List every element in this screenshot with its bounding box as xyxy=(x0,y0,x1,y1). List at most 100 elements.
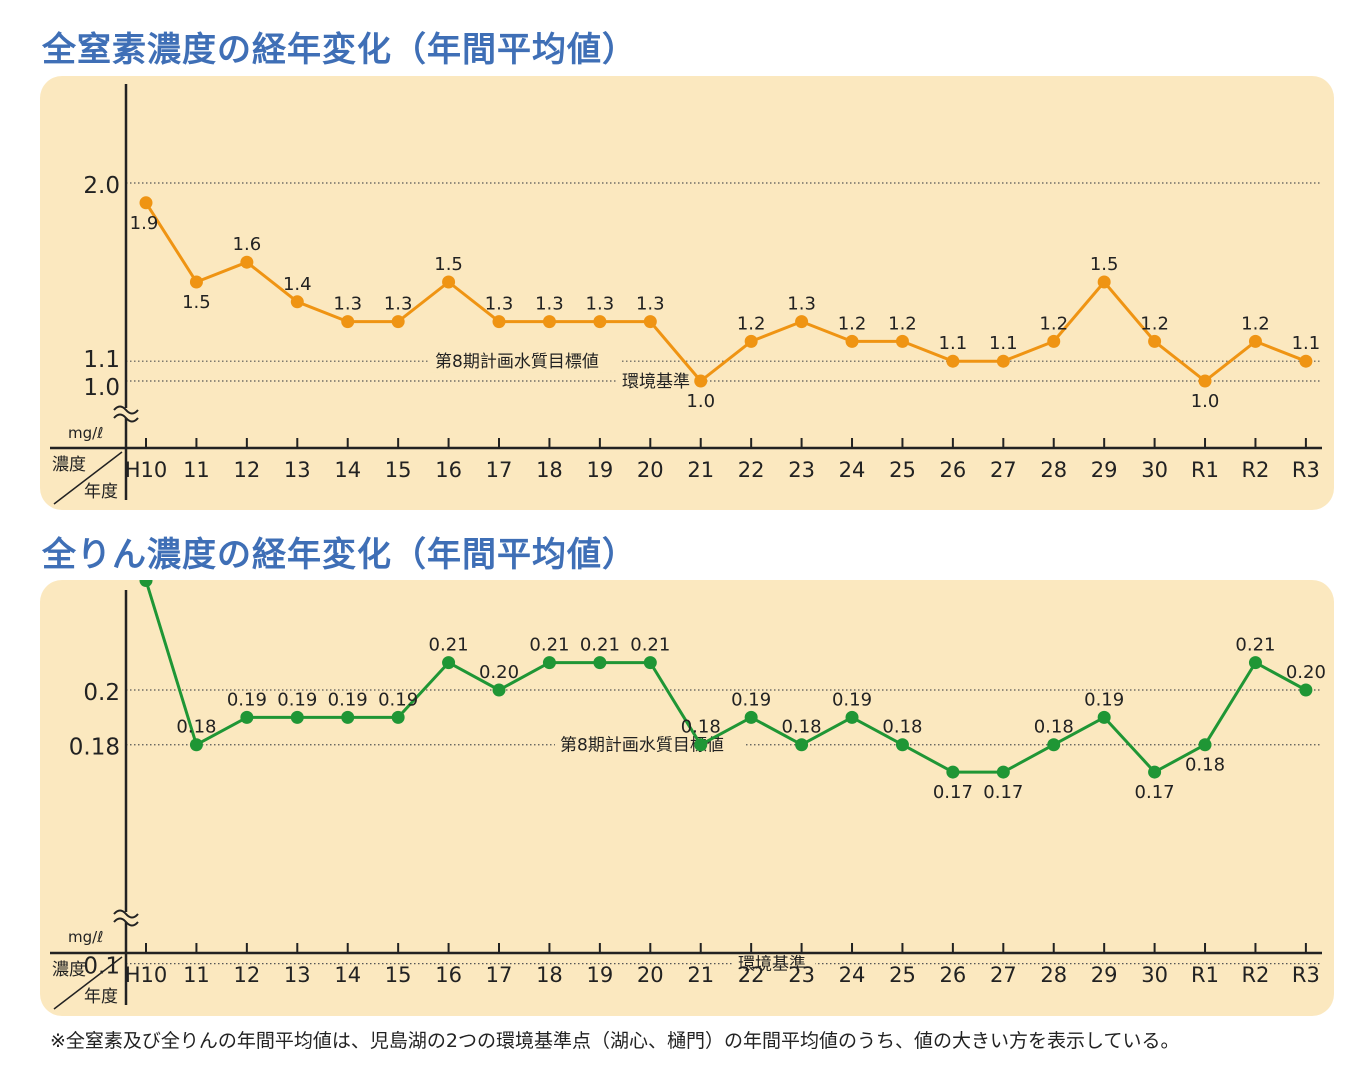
phosphorus-data-point xyxy=(240,710,254,724)
nitrogen-data-label: 1.5 xyxy=(182,292,211,313)
phosphorus-data-point xyxy=(290,710,304,724)
nitrogen-axis-break-gap xyxy=(112,408,140,418)
phosphorus-reference-label: 第8期計画水質目標値 xyxy=(560,736,724,756)
nitrogen-data-label: 1.5 xyxy=(1090,254,1119,275)
phosphorus-data-label: 0.17 xyxy=(933,782,973,803)
nitrogen-data-point xyxy=(593,315,607,329)
nitrogen-axis-break-mark xyxy=(113,405,139,415)
phosphorus-x-tick-label: 12 xyxy=(233,963,260,987)
nitrogen-x-tick-label: 14 xyxy=(334,458,361,482)
nitrogen-data-label: 1.3 xyxy=(485,294,514,315)
nitrogen-data-point xyxy=(542,315,556,329)
nitrogen-x-tick-label: 26 xyxy=(940,458,967,482)
phosphorus-data-point xyxy=(1148,765,1162,779)
phosphorus-data-point xyxy=(1047,738,1061,752)
phosphorus-data-label: 0.21 xyxy=(1235,635,1275,656)
nitrogen-y-tick-label: 1.0 xyxy=(83,375,120,401)
nitrogen-data-label: 1.3 xyxy=(535,294,564,315)
phosphorus-data-label: 0.18 xyxy=(1185,755,1225,776)
nitrogen-data-label: 1.0 xyxy=(1191,391,1220,412)
phosphorus-data-point xyxy=(341,710,355,724)
phosphorus-data-label: 0.20 xyxy=(479,662,519,683)
phosphorus-data-point xyxy=(542,656,556,670)
nitrogen-x-tick-label: R2 xyxy=(1241,458,1269,482)
phosphorus-data-label: 0.17 xyxy=(983,782,1023,803)
phosphorus-data-label: 0.21 xyxy=(429,635,469,656)
nitrogen-x-tick-label: R1 xyxy=(1191,458,1219,482)
nitrogen-data-label: 1.3 xyxy=(333,294,362,315)
phosphorus-x-tick-label: 27 xyxy=(990,963,1017,987)
nitrogen-unit-label: mg/ℓ xyxy=(68,424,103,442)
nitrogen-x-tick-label: 28 xyxy=(1040,458,1067,482)
phosphorus-x-tick-label: 14 xyxy=(334,963,361,987)
nitrogen-data-point xyxy=(1148,334,1162,348)
phosphorus-data-label: 0.17 xyxy=(1135,782,1175,803)
phosphorus-axis-break-mark xyxy=(113,917,139,927)
phosphorus-data-point xyxy=(1248,656,1262,670)
phosphorus-y-tick-label: 0.18 xyxy=(69,735,120,761)
phosphorus-x-tick-label: 24 xyxy=(839,963,866,987)
nitrogen-data-point xyxy=(442,275,456,289)
nitrogen-data-point xyxy=(139,196,153,210)
phosphorus-data-point xyxy=(1198,738,1212,752)
nitrogen-data-label: 1.2 xyxy=(1039,313,1068,334)
phosphorus-x-tick-label: H10 xyxy=(125,963,168,987)
nitrogen-x-tick-label: 20 xyxy=(637,458,664,482)
nitrogen-data-point xyxy=(845,334,859,348)
phosphorus-unit-label: mg/ℓ xyxy=(68,928,103,946)
nitrogen-x-tick-label: 13 xyxy=(284,458,311,482)
nitrogen-data-label: 1.3 xyxy=(384,294,413,315)
nitrogen-data-point xyxy=(1097,275,1111,289)
nitrogen-data-label: 1.2 xyxy=(838,313,867,334)
phosphorus-series-line xyxy=(144,580,1307,774)
footnote: ※全窒素及び全りんの年間平均値は、児島湖の2つの環境基準点（湖心、樋門）の年間平… xyxy=(50,1030,1180,1052)
nitrogen-data-point xyxy=(694,374,708,388)
nitrogen-x-tick-label: 22 xyxy=(738,458,765,482)
nitrogen-data-point xyxy=(1299,354,1313,368)
nitrogen-chart-title: 全窒素濃度の経年変化（年間平均値） xyxy=(42,30,637,70)
nitrogen-x-tick-label: 27 xyxy=(990,458,1017,482)
nitrogen-data-label: 1.6 xyxy=(233,234,262,255)
phosphorus-data-point xyxy=(795,738,809,752)
nitrogen-data-label: 1.3 xyxy=(636,294,665,315)
nitrogen-data-label: 1.9 xyxy=(130,213,159,234)
nitrogen-data-point xyxy=(492,315,506,329)
nitrogen-x-tick-label: 30 xyxy=(1141,458,1168,482)
nitrogen-data-label: 1.0 xyxy=(686,391,715,412)
phosphorus-x-tick-label: 13 xyxy=(284,963,311,987)
nitrogen-data-label: 1.3 xyxy=(586,294,615,315)
phosphorus-concentration-label: 濃度 xyxy=(52,960,86,980)
nitrogen-data-label: 1.1 xyxy=(939,333,968,354)
phosphorus-data-point xyxy=(1299,683,1313,697)
phosphorus-data-point xyxy=(442,656,456,670)
nitrogen-data-point xyxy=(643,315,657,329)
nitrogen-data-label: 1.2 xyxy=(1140,313,1169,334)
nitrogen-data-point xyxy=(795,315,809,329)
phosphorus-data-label: 0.19 xyxy=(277,689,317,710)
phosphorus-data-label: 0.19 xyxy=(832,689,872,710)
nitrogen-x-tick-label: 19 xyxy=(587,458,614,482)
phosphorus-data-label: 0.18 xyxy=(176,717,216,738)
nitrogen-data-point xyxy=(240,255,254,269)
phosphorus-chart-title: 全りん濃度の経年変化（年間平均値） xyxy=(42,535,637,575)
phosphorus-x-tick-label: 21 xyxy=(687,963,714,987)
nitrogen-data-point xyxy=(744,334,758,348)
nitrogen-data-label: 1.2 xyxy=(1241,313,1270,334)
phosphorus-data-point xyxy=(744,710,758,724)
nitrogen-x-tick-label: 25 xyxy=(889,458,916,482)
phosphorus-x-tick-label: 29 xyxy=(1091,963,1118,987)
nitrogen-x-tick-label: H10 xyxy=(125,458,168,482)
phosphorus-y-tick-label: 0.2 xyxy=(83,680,120,706)
phosphorus-data-label: 0.18 xyxy=(1034,717,1074,738)
nitrogen-x-tick-label: 21 xyxy=(687,458,714,482)
phosphorus-data-label: 0.19 xyxy=(731,689,771,710)
phosphorus-x-tick-label: 11 xyxy=(183,963,210,987)
phosphorus-data-label: 0.18 xyxy=(882,717,922,738)
phosphorus-data-label: 0.19 xyxy=(378,689,418,710)
phosphorus-x-tick-label: 28 xyxy=(1040,963,1067,987)
phosphorus-data-point xyxy=(189,738,203,752)
phosphorus-y-tick-label: 0.1 xyxy=(83,954,120,980)
phosphorus-data-point xyxy=(492,683,506,697)
phosphorus-x-tick-label: 18 xyxy=(536,963,563,987)
